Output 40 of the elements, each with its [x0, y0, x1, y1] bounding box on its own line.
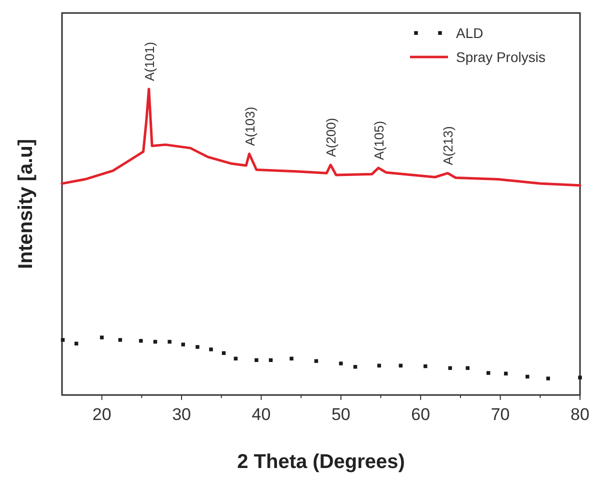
annotation: A(213): [440, 126, 456, 166]
point: [100, 336, 104, 340]
annotation: A(101): [142, 42, 157, 81]
point: [209, 348, 213, 352]
x-tick-label: 40: [252, 405, 271, 424]
point: [234, 356, 238, 360]
point: [526, 374, 530, 379]
point: [290, 356, 294, 360]
y-axis-title: Intensity [a.u]: [15, 138, 37, 270]
x-axis-title: 2 Theta (Degrees): [237, 451, 405, 473]
point: [424, 364, 428, 368]
point: [546, 376, 550, 380]
point: [578, 376, 582, 380]
x-tick-label: 20: [92, 405, 112, 424]
annotation: A(103): [242, 106, 258, 146]
point: [196, 345, 200, 349]
x-tick-label: 80: [570, 405, 590, 424]
point: [268, 358, 273, 362]
point: [504, 372, 508, 376]
x-tick-label: 60: [411, 405, 430, 424]
x-tick-label: 50: [331, 405, 350, 424]
point: [339, 362, 343, 366]
point: [168, 340, 172, 344]
legend-label: ALD: [456, 25, 484, 41]
point: [222, 351, 226, 355]
point: [60, 338, 65, 342]
point: [181, 342, 186, 346]
point: [448, 366, 452, 370]
legend-label: Spray Prolysis: [456, 49, 546, 65]
annotation: A(105): [371, 120, 386, 160]
point: [139, 338, 143, 343]
annotation: A(200): [324, 118, 339, 157]
point: [314, 359, 318, 363]
x-tick-label: 70: [490, 405, 510, 424]
point: [254, 358, 258, 362]
point: [466, 366, 470, 370]
point: [74, 342, 78, 346]
point: [486, 371, 490, 375]
point: [118, 338, 122, 342]
x-tick-label: 30: [172, 405, 191, 424]
